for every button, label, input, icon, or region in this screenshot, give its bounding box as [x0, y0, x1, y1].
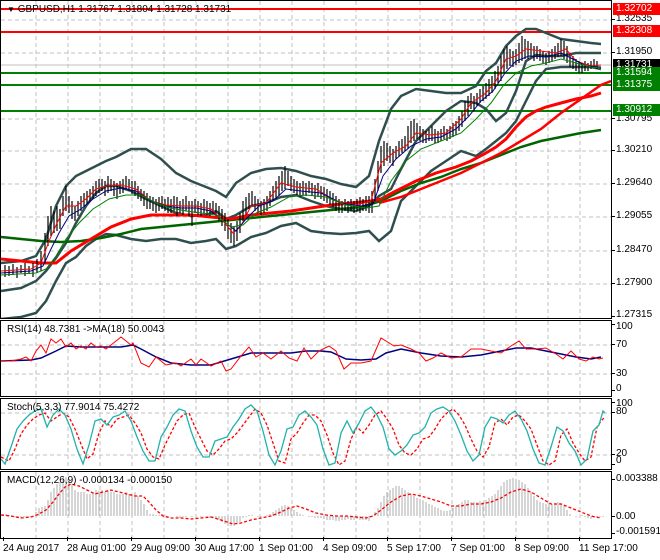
- price-label: 1.27900: [616, 277, 653, 288]
- ma-fast-red: [1, 48, 602, 272]
- stochastic-axis: 100 80 20 0: [612, 398, 660, 470]
- macd-axis: 0.003388 0.00 -0.001591: [612, 471, 660, 539]
- price-label: 1.32535: [616, 13, 653, 24]
- support-tag-1: 1.31594: [613, 67, 660, 79]
- macd-panel[interactable]: MACD(12,26,9) -0.000134 -0.000150: [0, 471, 612, 539]
- stoch-axis-label: 0: [616, 455, 622, 466]
- macd-axis-label: 0.00: [616, 511, 636, 522]
- stochastic-plot: [1, 399, 611, 469]
- rsi-axis-label: 30: [616, 368, 628, 379]
- price-label: 1.27315: [616, 309, 653, 320]
- ma-fast-blue: [1, 52, 602, 274]
- time-label: 28 Aug 01:00: [67, 543, 126, 554]
- price-label: 1.29640: [616, 177, 653, 188]
- stoch-main-line: [1, 404, 606, 467]
- rsi-title: RSI(14) 48.7381 ->MA(18) 50.0043: [7, 324, 165, 335]
- time-label: 1 Sep 01:00: [259, 543, 313, 554]
- rsi-panel[interactable]: RSI(14) 48.7381 ->MA(18) 50.0043: [0, 320, 612, 397]
- ma-red: [1, 91, 602, 265]
- stoch-signal-line: [1, 408, 606, 466]
- rsi-axis-label: 100: [616, 321, 633, 332]
- support-tag-3: 1.30912: [613, 104, 660, 116]
- rsi-line: [1, 336, 604, 372]
- time-label: 7 Sep 01:00: [451, 543, 505, 554]
- ma-red-fast: [378, 79, 611, 205]
- stoch-axis-label: 80: [616, 406, 628, 417]
- price-label: 1.28470: [616, 244, 653, 255]
- time-label: 24 Aug 2017: [3, 543, 60, 554]
- support-tag-2: 1.31375: [613, 79, 660, 91]
- symbol-header-text: GBPUSD,H1 1.31767 1.31804 1.31728 1.3173…: [17, 4, 232, 15]
- stoch-axis-label: 100: [616, 398, 633, 409]
- resistance-tag-1: 1.32702: [613, 3, 660, 15]
- macd-histogram: [2, 477, 604, 526]
- stoch-axis-label: 20: [616, 448, 628, 459]
- time-axis[interactable]: 24 Aug 2017 28 Aug 01:00 29 Aug 09:00 30…: [0, 537, 660, 560]
- grid-lines: [35, 472, 581, 538]
- grid-lines: [1, 321, 611, 396]
- price-label: 1.30795: [616, 113, 653, 124]
- grid-lines: [1, 399, 611, 469]
- time-label: 29 Aug 09:00: [131, 543, 190, 554]
- collapse-triangle-icon[interactable]: ▼: [7, 5, 15, 14]
- time-label: 30 Aug 17:00: [195, 543, 254, 554]
- stochastic-title: Stoch(5,3,3) 77.9014 75.4272: [7, 402, 140, 413]
- rsi-axis-label: 70: [616, 339, 628, 350]
- rsi-axis: 100 70 30 0: [612, 320, 660, 397]
- time-label: 8 Sep 09:00: [515, 543, 569, 554]
- macd-axis-label: 0.003388: [616, 473, 658, 484]
- rsi-ma-line: [1, 344, 602, 366]
- rsi-plot: [1, 321, 611, 396]
- time-label: 5 Sep 17:00: [387, 543, 441, 554]
- ma-long-green: [1, 128, 602, 244]
- time-label: 11 Sep 17:00: [579, 543, 638, 554]
- macd-title: MACD(12,26,9) -0.000134 -0.000150: [7, 475, 173, 486]
- macd-plot: [1, 472, 604, 538]
- main-price-chart[interactable]: ▼ GBPUSD,H1 1.31767 1.31804 1.31728 1.31…: [0, 0, 612, 319]
- time-label: 4 Sep 09:00: [323, 543, 377, 554]
- price-plot: [1, 1, 611, 318]
- price-label: 1.29055: [616, 210, 653, 221]
- price-axis[interactable]: 1.32535 1.31950 1.30795 1.30210 1.29640 …: [612, 0, 660, 320]
- ma-fast-green: [1, 58, 602, 276]
- stochastic-panel[interactable]: Stoch(5,3,3) 77.9014 75.4272: [0, 398, 612, 470]
- price-label: 1.30210: [616, 144, 653, 155]
- rsi-axis-label: 0: [616, 383, 622, 394]
- price-label: 1.31950: [616, 46, 653, 57]
- resistance-tag-2: 1.32308: [613, 25, 660, 37]
- macd-signal-line: [1, 483, 602, 525]
- symbol-header[interactable]: ▼ GBPUSD,H1 1.31767 1.31804 1.31728 1.31…: [7, 4, 231, 15]
- macd-axis-label: -0.001591: [616, 526, 660, 537]
